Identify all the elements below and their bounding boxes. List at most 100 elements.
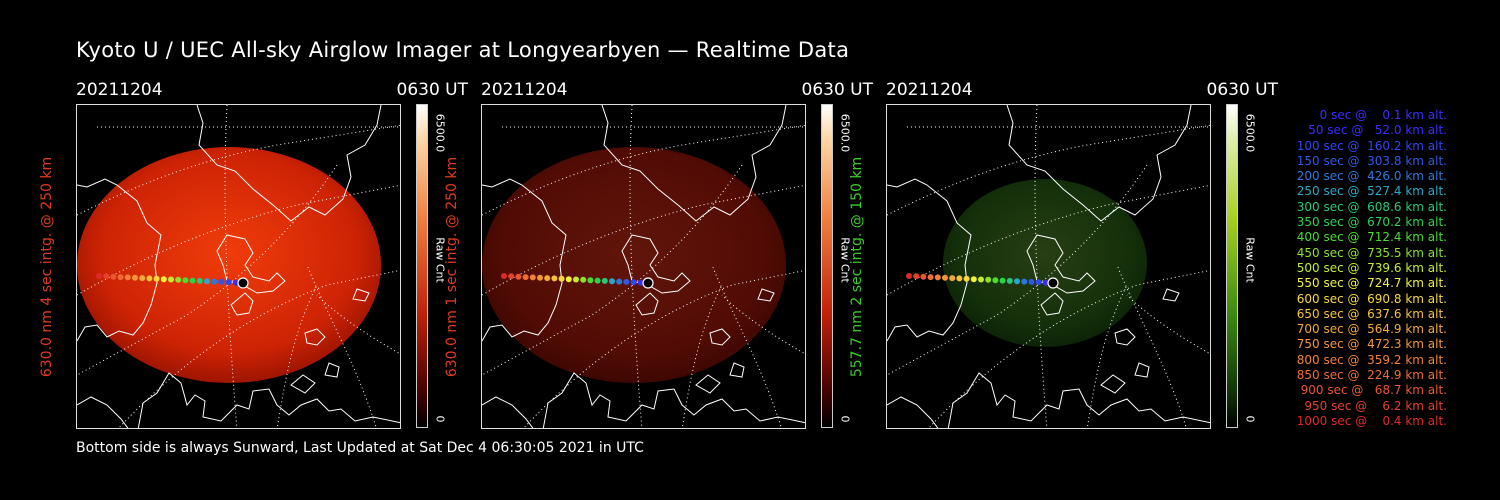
legend-item: 550 sec @ 724.7 km alt. [1292,276,1447,291]
legend-item: 600 sec @ 690.8 km alt. [1292,291,1447,306]
panel-date: 20211204 [886,80,973,100]
trajectory-point [913,273,920,280]
colorbar-unit-label: Raw Cnt [1243,237,1257,283]
legend-item: 650 sec @ 637.6 km alt. [1292,306,1447,321]
trajectory-point [970,276,977,283]
trajectory-point [218,278,225,285]
legend-item: 200 sec @ 426.0 km alt. [1292,169,1447,184]
trajectory-point [153,275,160,282]
trajectory-point [168,276,174,283]
footer-status: Bottom side is always Sunward, Last Upda… [76,440,644,456]
trajectory-point [942,274,948,281]
legend-item: 450 sec @ 735.5 km alt. [1292,245,1447,260]
panel-time: 0630 UT [396,80,469,100]
trajectory-point [587,277,594,284]
trajectory-point [1006,277,1013,284]
legend-item: 750 sec @ 472.3 km alt. [1292,337,1447,352]
trajectory-point [1021,278,1028,285]
trajectory-point [139,275,146,282]
coastline [887,105,1210,428]
airglow-field [482,147,786,383]
trajectory-point [522,274,529,281]
legend-item: 700 sec @ 564.9 km alt. [1292,322,1447,337]
legend-item: 950 sec @ 6.2 km alt. [1300,398,1447,413]
colorbar-max-label: 6500.0 [1243,113,1257,153]
coastline [77,105,400,428]
legend-item: 150 sec @ 303.8 km alt. [1292,153,1447,168]
page-title: Kyoto U / UEC All-sky Airglow Imager at … [76,38,850,62]
trajectory-point [196,277,203,284]
panel-date: 20211204 [76,80,163,100]
trajectory-point [529,274,536,281]
legend-item: 800 sec @ 359.2 km alt. [1292,352,1447,367]
trajectory-point [103,273,110,280]
trajectory-point [573,276,579,283]
station-marker [1047,277,1059,289]
image-panel-3: 20211204 0630 UT 557.7 nm 2 sec intg. @ … [849,80,1279,430]
coastline [482,105,805,428]
image-panel-2: 20211204 0630 UT 630.0 nm 1 sec intg. @ … [444,80,874,430]
trajectory-point [537,274,543,281]
station-marker [237,277,249,289]
legend-item: 850 sec @ 224.9 km alt. [1292,368,1447,383]
legend-item: 50 sec @ 52.0 km alt. [1300,123,1447,138]
image-panel-1: 20211204 0630 UT 630.0 nm 4 sec intg. @ … [39,80,469,430]
trajectory-point [132,274,138,281]
trajectory-point [956,275,963,282]
legend-item: 350 sec @ 670.2 km alt. [1292,215,1447,230]
allsky-image[interactable] [481,104,806,429]
legend-item: 100 sec @ 160.2 km alt. [1292,138,1447,153]
colorbar [416,104,428,428]
trajectory-point [594,277,601,284]
trajectory-point [96,273,102,279]
trajectory-point [182,277,189,284]
panel-ylabel: 630.0 nm 4 sec intg. @ 250 km [39,156,55,377]
trajectory-point [1014,278,1020,285]
trajectory-point [501,273,507,279]
trajectory-point [1035,279,1042,286]
trajectory-point [1028,278,1035,285]
legend-item: 300 sec @ 608.6 km alt. [1292,199,1447,214]
trajectory-track [96,273,249,289]
legend-item: 1000 sec @ 0.4 km alt. [1296,413,1447,428]
trajectory-point [124,274,131,281]
trajectory-point [623,278,630,285]
allsky-image[interactable] [886,104,1211,429]
airglow-field [77,147,381,383]
trajectory-point [565,276,572,283]
trajectory-legend: 0 sec @ 0.1 km alt. 50 sec @ 52.0 km alt… [1262,108,1447,429]
legend-item: 400 sec @ 712.4 km alt. [1292,230,1447,245]
trajectory-point [637,279,644,286]
trajectory-point [211,278,218,285]
panel-ylabel: 557.7 nm 2 sec intg. @ 150 km [849,156,865,377]
trajectory-point [927,274,934,281]
colorbar [1226,104,1238,428]
trajectory-point [508,273,515,280]
colorbar-min-label: 0 [1243,415,1257,423]
panel-time: 0630 UT [1206,80,1279,100]
trajectory-point [551,275,558,282]
trajectory-point [920,273,927,280]
trajectory-point [558,275,565,282]
trajectory-point [175,276,182,283]
legend-item: 900 sec @ 68.7 km alt. [1296,383,1447,398]
trajectory-point [117,274,124,281]
trajectory-point [601,277,608,284]
trajectory-point [949,275,956,282]
trajectory-point [580,276,587,283]
panel-ylabel: 630.0 nm 1 sec intg. @ 250 km [444,156,460,377]
trajectory-point [999,277,1006,284]
station-marker [642,277,654,289]
trajectory-point [225,279,232,286]
trajectory-point [204,278,210,285]
allsky-image[interactable] [76,104,401,429]
trajectory-point [630,279,637,286]
legend-item: 0 sec @ 0.1 km alt. [1308,108,1447,122]
trajectory-point [978,276,984,283]
trajectory-point [992,277,999,284]
panel-date: 20211204 [481,80,568,100]
trajectory-point [985,276,992,283]
panel-time: 0630 UT [801,80,874,100]
trajectory-point [110,273,117,280]
trajectory-point [544,275,551,282]
